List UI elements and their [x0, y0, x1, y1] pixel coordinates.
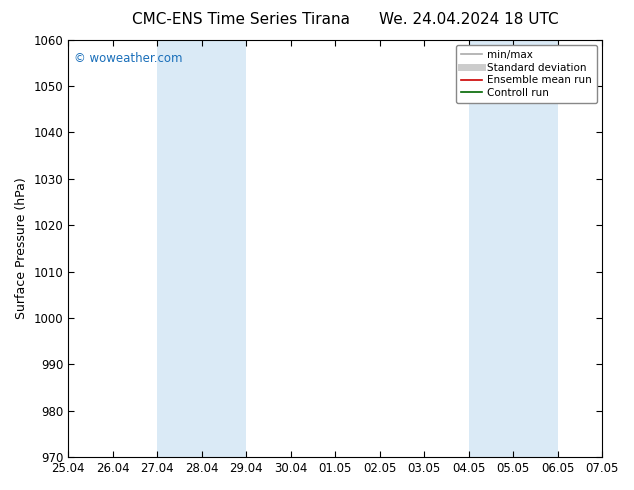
- Text: CMC-ENS Time Series Tirana: CMC-ENS Time Series Tirana: [132, 12, 350, 27]
- Bar: [514, 40, 558, 457]
- Bar: [469, 40, 514, 457]
- Y-axis label: Surface Pressure (hPa): Surface Pressure (hPa): [15, 177, 28, 319]
- Legend: min/max, Standard deviation, Ensemble mean run, Controll run: min/max, Standard deviation, Ensemble me…: [456, 45, 597, 103]
- Bar: [202, 40, 246, 457]
- Text: We. 24.04.2024 18 UTC: We. 24.04.2024 18 UTC: [379, 12, 559, 27]
- Text: © woweather.com: © woweather.com: [74, 52, 182, 65]
- Bar: [157, 40, 202, 457]
